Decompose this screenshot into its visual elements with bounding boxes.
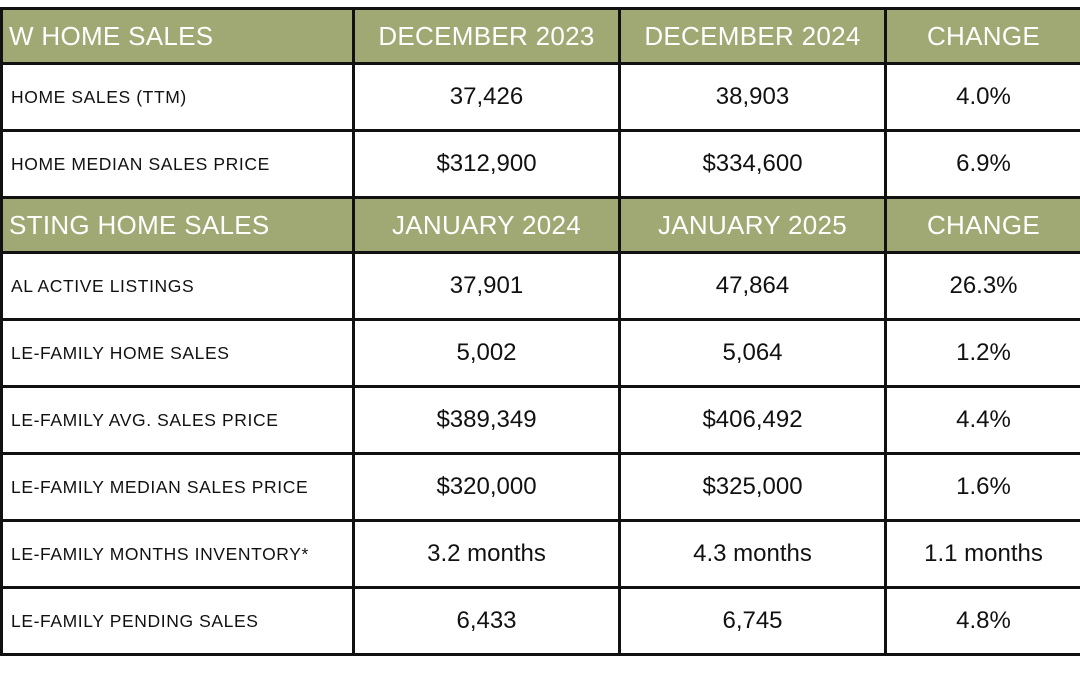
header-period-2: JANUARY 2025 (618, 196, 887, 254)
header-label: STING HOME SALES (0, 196, 355, 254)
cell-period-2: 47,864 (618, 251, 887, 321)
header-change: CHANGE (884, 7, 1080, 65)
header-label: W HOME SALES (0, 7, 355, 65)
cell-period-1: 6,433 (352, 586, 621, 656)
table-row: HOME SALES (TTM) 37,426 38,903 4.0% (0, 62, 1080, 132)
cell-label: LE-FAMILY AVG. SALES PRICE (0, 385, 355, 455)
table-row: LE-FAMILY HOME SALES 5,002 5,064 1.2% (0, 318, 1080, 388)
cell-period-2: 6,745 (618, 586, 887, 656)
cell-period-1: 37,426 (352, 62, 621, 132)
cell-label: LE-FAMILY HOME SALES (0, 318, 355, 388)
section-header-row: W HOME SALES DECEMBER 2023 DECEMBER 2024 CH… (0, 7, 1080, 65)
table-row: HOME MEDIAN SALES PRICE $312,900 $334,600 6… (0, 129, 1080, 199)
header-change: CHANGE (884, 196, 1080, 254)
cell-label: HOME SALES (TTM) (0, 62, 355, 132)
table-row: LE-FAMILY MONTHS INVENTORY* 3.2 months 4.3… (0, 519, 1080, 589)
cell-change: 4.4% (884, 385, 1080, 455)
cell-change: 6.9% (884, 129, 1080, 199)
section-header-row: STING HOME SALES JANUARY 2024 JANUARY 2025… (0, 196, 1080, 254)
cell-period-2: $325,000 (618, 452, 887, 522)
cell-period-2: 4.3 months (618, 519, 887, 589)
cell-period-2: $406,492 (618, 385, 887, 455)
table-row: AL ACTIVE LISTINGS 37,901 47,864 26.3% (0, 251, 1080, 321)
cell-period-2: 5,064 (618, 318, 887, 388)
table-row: LE-FAMILY MEDIAN SALES PRICE $320,000 $325… (0, 452, 1080, 522)
home-sales-table: W HOME SALES DECEMBER 2023 DECEMBER 2024 CH… (0, 7, 1080, 656)
cell-label: LE-FAMILY PENDING SALES (0, 586, 355, 656)
cell-period-1: 37,901 (352, 251, 621, 321)
cell-label: LE-FAMILY MEDIAN SALES PRICE (0, 452, 355, 522)
table-row: LE-FAMILY PENDING SALES 6,433 6,745 4.8% (0, 586, 1080, 656)
cell-period-1: $389,349 (352, 385, 621, 455)
cell-period-1: $312,900 (352, 129, 621, 199)
cell-change: 26.3% (884, 251, 1080, 321)
cell-period-2: $334,600 (618, 129, 887, 199)
cell-period-1: 5,002 (352, 318, 621, 388)
cell-change: 1.6% (884, 452, 1080, 522)
cell-change: 1.1 months (884, 519, 1080, 589)
cell-period-2: 38,903 (618, 62, 887, 132)
table-row: LE-FAMILY AVG. SALES PRICE $389,349 $406,4… (0, 385, 1080, 455)
cell-label: AL ACTIVE LISTINGS (0, 251, 355, 321)
cell-change: 4.0% (884, 62, 1080, 132)
cell-label: LE-FAMILY MONTHS INVENTORY* (0, 519, 355, 589)
header-period-1: JANUARY 2024 (352, 196, 621, 254)
cell-change: 1.2% (884, 318, 1080, 388)
header-period-1: DECEMBER 2023 (352, 7, 621, 65)
cell-period-1: $320,000 (352, 452, 621, 522)
cell-change: 4.8% (884, 586, 1080, 656)
header-period-2: DECEMBER 2024 (618, 7, 887, 65)
cell-period-1: 3.2 months (352, 519, 621, 589)
cell-label: HOME MEDIAN SALES PRICE (0, 129, 355, 199)
